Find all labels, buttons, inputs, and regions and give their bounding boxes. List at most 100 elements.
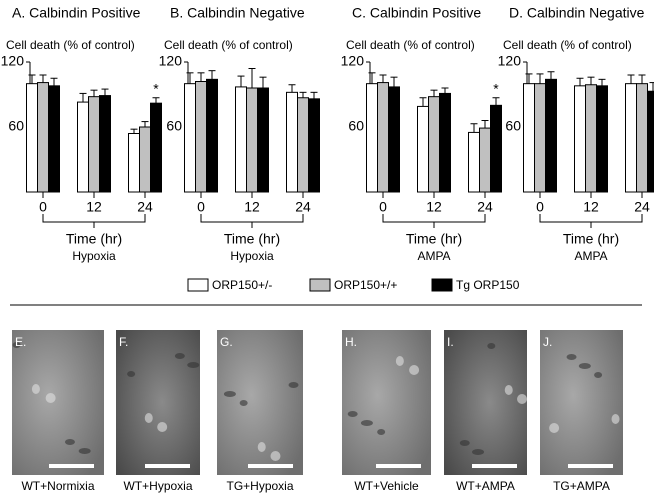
panel-caption: TG+AMPA (553, 479, 610, 493)
legend-label: ORP150+/- (212, 278, 272, 292)
bar (184, 83, 196, 193)
condition-label: AMPA (417, 249, 450, 263)
bar (257, 87, 269, 193)
cell (288, 382, 299, 388)
cell (504, 385, 513, 395)
chart-title: C. Calbindin Positive (352, 5, 481, 21)
x-tick-label: 24 (477, 199, 493, 215)
panel-label: E. (15, 335, 26, 349)
bar (128, 133, 140, 193)
bar (37, 82, 49, 193)
legend-swatch (309, 278, 331, 292)
bar (428, 96, 440, 193)
x-tick-label: 12 (583, 199, 599, 215)
panel-label: G. (220, 335, 233, 349)
cell (395, 356, 404, 366)
x-bracket (200, 214, 304, 228)
cell (157, 422, 168, 432)
cell (144, 413, 153, 423)
cell (517, 394, 528, 404)
micrograph (12, 330, 104, 475)
x-axis-label: Time (hr) (224, 231, 280, 247)
condition-label: Hypoxia (72, 249, 116, 263)
panel-caption: WT+Vehicle (354, 479, 419, 493)
bar (297, 97, 309, 193)
x-tick-label: 24 (295, 199, 311, 215)
y-axis-label: Cell death (% of control) (503, 38, 632, 52)
bar (439, 92, 451, 193)
cell (64, 439, 75, 445)
cell (174, 353, 185, 359)
x-tick-label: 12 (86, 199, 102, 215)
panel-caption: TG+Hypoxia (226, 479, 293, 493)
y-axis-label: Cell death (% of control) (6, 38, 135, 52)
annotation: * (153, 80, 159, 96)
cell (45, 393, 56, 403)
legend-label: Tg ORP150 (456, 278, 520, 292)
bar (479, 127, 491, 193)
chart-title: A. Calbindin Positive (12, 5, 141, 21)
x-tick-label: 0 (536, 199, 544, 215)
bar (77, 101, 89, 193)
cell (270, 451, 281, 461)
annotation: * (493, 80, 499, 96)
bar (99, 95, 111, 193)
bar (286, 91, 298, 193)
x-bracket (539, 214, 643, 228)
x-tick-label: 0 (39, 199, 47, 215)
y-tick-label: 60 (348, 118, 364, 134)
x-axis-label: Time (hr) (563, 231, 619, 247)
panel-caption: WT+Hypoxia (123, 479, 192, 493)
cell (187, 362, 200, 368)
x-bracket (382, 214, 486, 228)
cell (549, 423, 560, 433)
bar (195, 81, 207, 193)
x-tick-label: 12 (244, 199, 260, 215)
legend-swatch (431, 278, 453, 292)
bar (625, 83, 637, 193)
cell (472, 449, 485, 455)
micrograph (342, 330, 431, 475)
bar (377, 82, 389, 193)
legend-swatch (187, 278, 209, 292)
y-tick-label: 120 (159, 53, 183, 69)
cell (223, 391, 236, 397)
bar (308, 98, 320, 193)
cell (12, 342, 21, 348)
cell (257, 442, 266, 452)
y-axis-label: Cell death (% of control) (346, 38, 475, 52)
bar (545, 78, 557, 193)
bar (636, 83, 648, 193)
y-tick-label: 60 (505, 118, 521, 134)
y-tick-label: 120 (498, 53, 522, 69)
x-axis-label: Time (hr) (406, 231, 462, 247)
cell (487, 343, 496, 349)
bar (206, 78, 218, 193)
panel-label: I. (447, 335, 454, 349)
micrograph (444, 330, 527, 475)
cell (611, 414, 620, 424)
cell (127, 371, 136, 377)
micrograph (217, 330, 303, 475)
bar (534, 83, 546, 193)
panel-label: F. (119, 335, 128, 349)
cell (566, 354, 577, 360)
bar (596, 85, 608, 193)
chart-title: D. Calbindin Negative (509, 5, 645, 21)
bar (388, 86, 400, 193)
cell (347, 411, 358, 417)
cell (459, 440, 470, 446)
cell (377, 429, 386, 435)
x-tick-label: 24 (137, 199, 153, 215)
micrograph (116, 330, 200, 475)
bar (574, 85, 586, 193)
cell (594, 372, 603, 378)
bar (139, 126, 151, 193)
bar (246, 87, 258, 193)
bar (417, 105, 429, 193)
x-bracket (42, 214, 146, 228)
bar (150, 102, 162, 193)
chart-title: B. Calbindin Negative (170, 5, 305, 21)
y-tick-label: 60 (8, 118, 24, 134)
